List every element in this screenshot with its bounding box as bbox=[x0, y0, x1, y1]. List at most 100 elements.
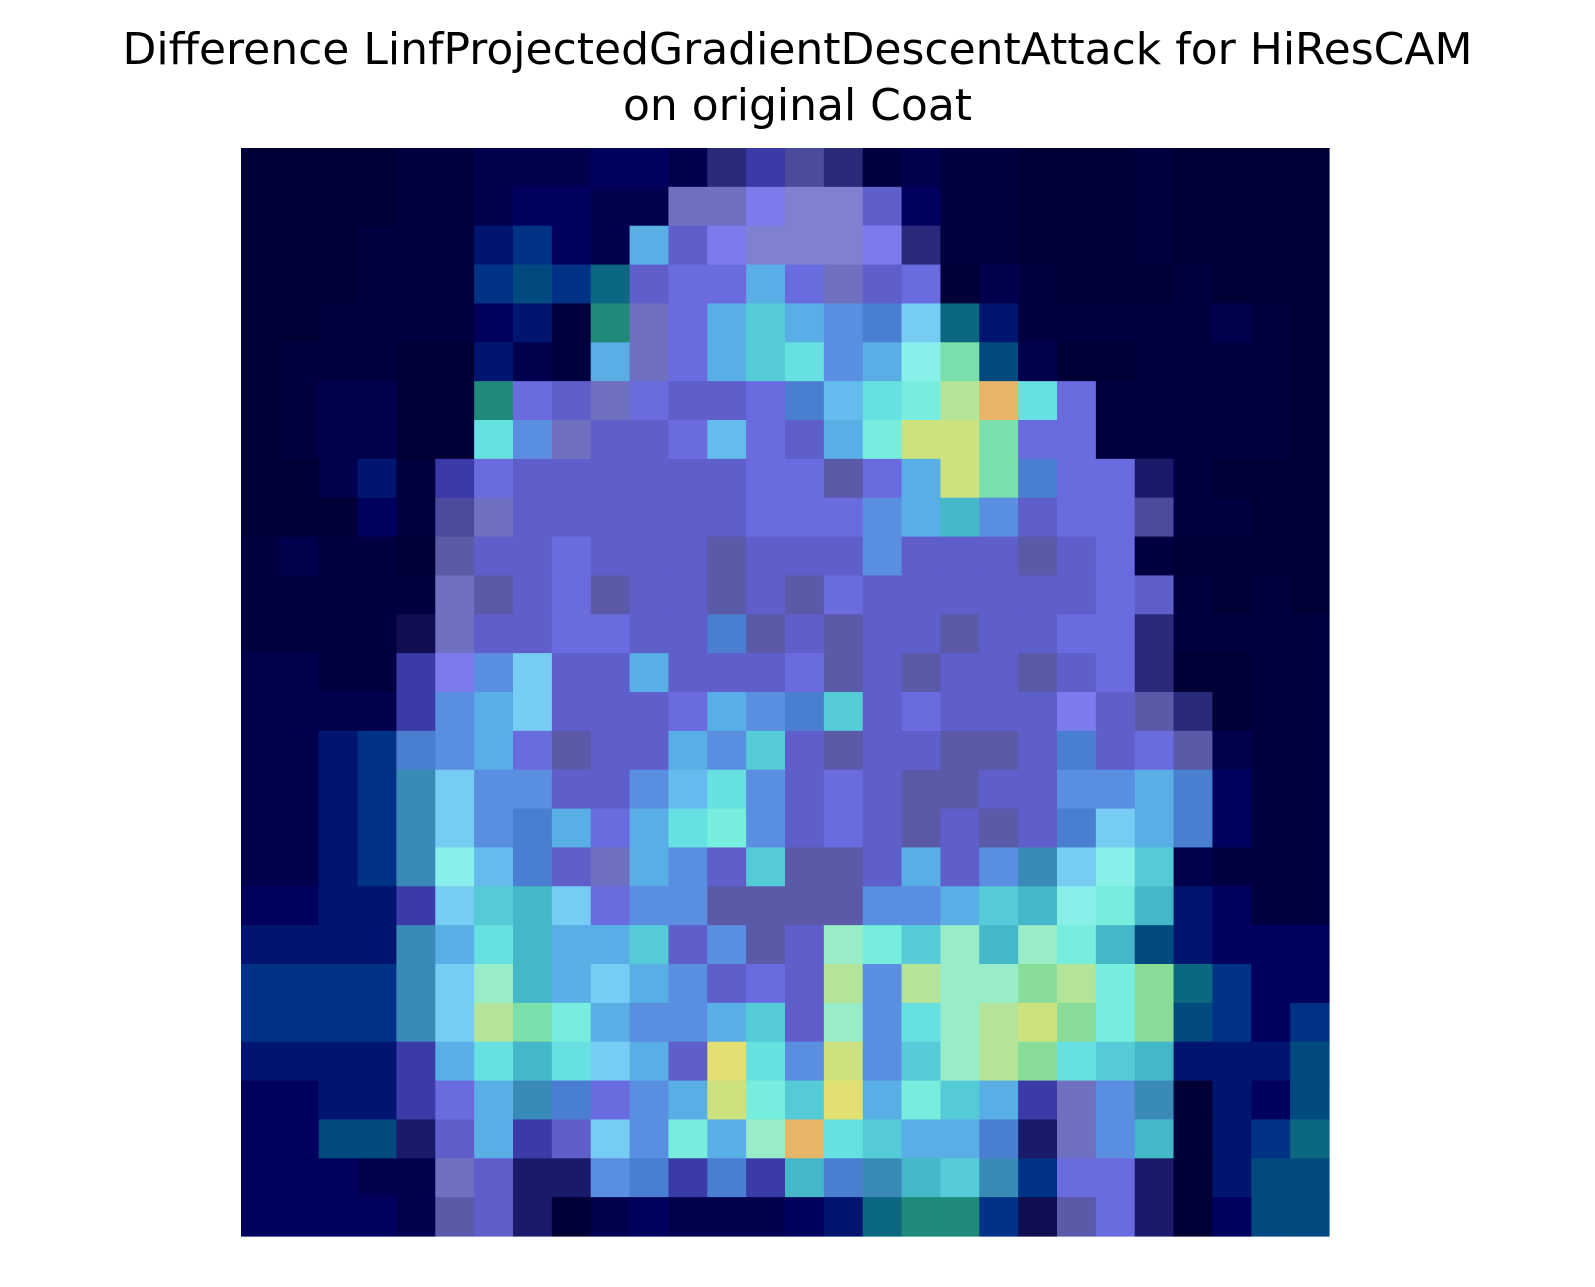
heatmap-cell bbox=[1212, 186, 1252, 227]
heatmap-cell bbox=[1212, 536, 1252, 577]
heatmap-cell bbox=[668, 303, 708, 343]
heatmap-cell bbox=[1290, 536, 1330, 577]
heatmap-cell bbox=[979, 847, 1019, 887]
heatmap-cell bbox=[901, 614, 942, 654]
heatmap-cell bbox=[823, 342, 864, 382]
heatmap-cell bbox=[785, 381, 825, 421]
heatmap-cell bbox=[629, 458, 670, 499]
heatmap-cell bbox=[862, 692, 903, 732]
heatmap-cell bbox=[862, 225, 903, 266]
heatmap-cell bbox=[241, 458, 281, 499]
heatmap-cell bbox=[513, 1080, 553, 1121]
heatmap-cell bbox=[435, 653, 475, 693]
heatmap-cell bbox=[1134, 1080, 1175, 1121]
heatmap-cell bbox=[1212, 497, 1252, 538]
heatmap-cell bbox=[279, 1158, 320, 1198]
heatmap-cell bbox=[629, 536, 670, 577]
heatmap-cell bbox=[1290, 808, 1330, 849]
heatmap-cell bbox=[862, 458, 903, 499]
heatmap-cell bbox=[1018, 575, 1058, 615]
heatmap-cell bbox=[1095, 148, 1136, 188]
heatmap-cell bbox=[357, 1002, 398, 1043]
heatmap-cell bbox=[1251, 1041, 1291, 1082]
heatmap-cell bbox=[746, 730, 786, 771]
heatmap-cell bbox=[513, 925, 553, 965]
heatmap-cell bbox=[979, 1080, 1019, 1121]
heatmap-cell bbox=[357, 225, 398, 266]
heatmap-cell bbox=[629, 497, 670, 538]
heatmap-cell bbox=[435, 847, 475, 887]
heatmap-cell bbox=[629, 653, 670, 693]
heatmap-cell bbox=[357, 458, 398, 499]
heatmap-cell bbox=[901, 653, 942, 693]
heatmap-cell bbox=[668, 847, 708, 887]
heatmap-cell bbox=[862, 1158, 903, 1198]
heatmap-cell bbox=[357, 886, 398, 926]
heatmap-cell bbox=[1095, 925, 1136, 965]
heatmap-cell bbox=[396, 381, 436, 421]
heatmap-cell bbox=[590, 186, 631, 227]
heatmap-cell bbox=[318, 342, 359, 382]
heatmap-cell bbox=[668, 420, 708, 460]
heatmap-cell bbox=[668, 1197, 708, 1237]
heatmap-cell bbox=[590, 497, 631, 538]
heatmap-cell bbox=[513, 381, 553, 421]
heatmap-cell bbox=[1134, 769, 1175, 810]
heatmap-cell bbox=[823, 1041, 864, 1082]
heatmap-cell bbox=[746, 186, 786, 227]
heatmap-cell bbox=[668, 1002, 708, 1043]
heatmap-cell bbox=[241, 148, 281, 188]
heatmap-cell bbox=[241, 264, 281, 305]
heatmap-cell bbox=[785, 225, 825, 266]
heatmap-cell bbox=[1251, 614, 1291, 654]
heatmap-cell bbox=[318, 536, 359, 577]
heatmap-cell bbox=[746, 614, 786, 654]
heatmap-cell bbox=[1251, 303, 1291, 343]
heatmap-cell bbox=[318, 148, 359, 188]
heatmap-cell bbox=[318, 1041, 359, 1082]
heatmap-cell bbox=[823, 1119, 864, 1159]
heatmap-cell bbox=[396, 575, 436, 615]
heatmap-cell bbox=[823, 1197, 864, 1237]
heatmap-cell bbox=[1212, 1158, 1252, 1198]
heatmap-cell bbox=[318, 653, 359, 693]
heatmap-cell bbox=[1057, 692, 1097, 732]
heatmap-cell bbox=[823, 303, 864, 343]
heatmap-cell bbox=[746, 1119, 786, 1159]
heatmap-cell bbox=[1018, 730, 1058, 771]
heatmap-cell bbox=[513, 1197, 553, 1237]
heatmap-cell bbox=[318, 575, 359, 615]
heatmap-cell bbox=[707, 497, 747, 538]
heatmap-cell bbox=[1018, 303, 1058, 343]
heatmap-cell bbox=[590, 458, 631, 499]
heatmap-cell bbox=[823, 536, 864, 577]
heatmap-cell bbox=[1212, 1080, 1252, 1121]
heatmap-cell bbox=[1134, 1197, 1175, 1237]
heatmap-cell bbox=[668, 458, 708, 499]
heatmap-cell bbox=[1095, 769, 1136, 810]
heatmap-cell bbox=[1212, 303, 1252, 343]
heatmap-cell bbox=[940, 847, 980, 887]
heatmap-cell bbox=[513, 497, 553, 538]
heatmap-cell bbox=[785, 342, 825, 382]
heatmap-cell bbox=[396, 1002, 436, 1043]
heatmap-cell bbox=[357, 769, 398, 810]
heatmap-cell bbox=[979, 303, 1019, 343]
heatmap-cell bbox=[396, 614, 436, 654]
heatmap-cell bbox=[1173, 964, 1214, 1004]
heatmap-cell bbox=[241, 536, 281, 577]
heatmap-cell bbox=[1134, 303, 1175, 343]
heatmap-cell bbox=[241, 964, 281, 1004]
heatmap-cell bbox=[785, 653, 825, 693]
chart-title-line-2: on original Coat bbox=[622, 80, 973, 131]
heatmap-cell bbox=[590, 1002, 631, 1043]
heatmap-cell bbox=[396, 225, 436, 266]
heatmap-cell bbox=[979, 264, 1019, 305]
heatmap-cell bbox=[629, 148, 670, 188]
heatmap-cell bbox=[862, 1002, 903, 1043]
heatmap-cell bbox=[513, 458, 553, 499]
heatmap-cell bbox=[1057, 1158, 1097, 1198]
heatmap-cell bbox=[1290, 186, 1330, 227]
heatmap-cell bbox=[629, 381, 670, 421]
heatmap-cell bbox=[1173, 575, 1214, 615]
